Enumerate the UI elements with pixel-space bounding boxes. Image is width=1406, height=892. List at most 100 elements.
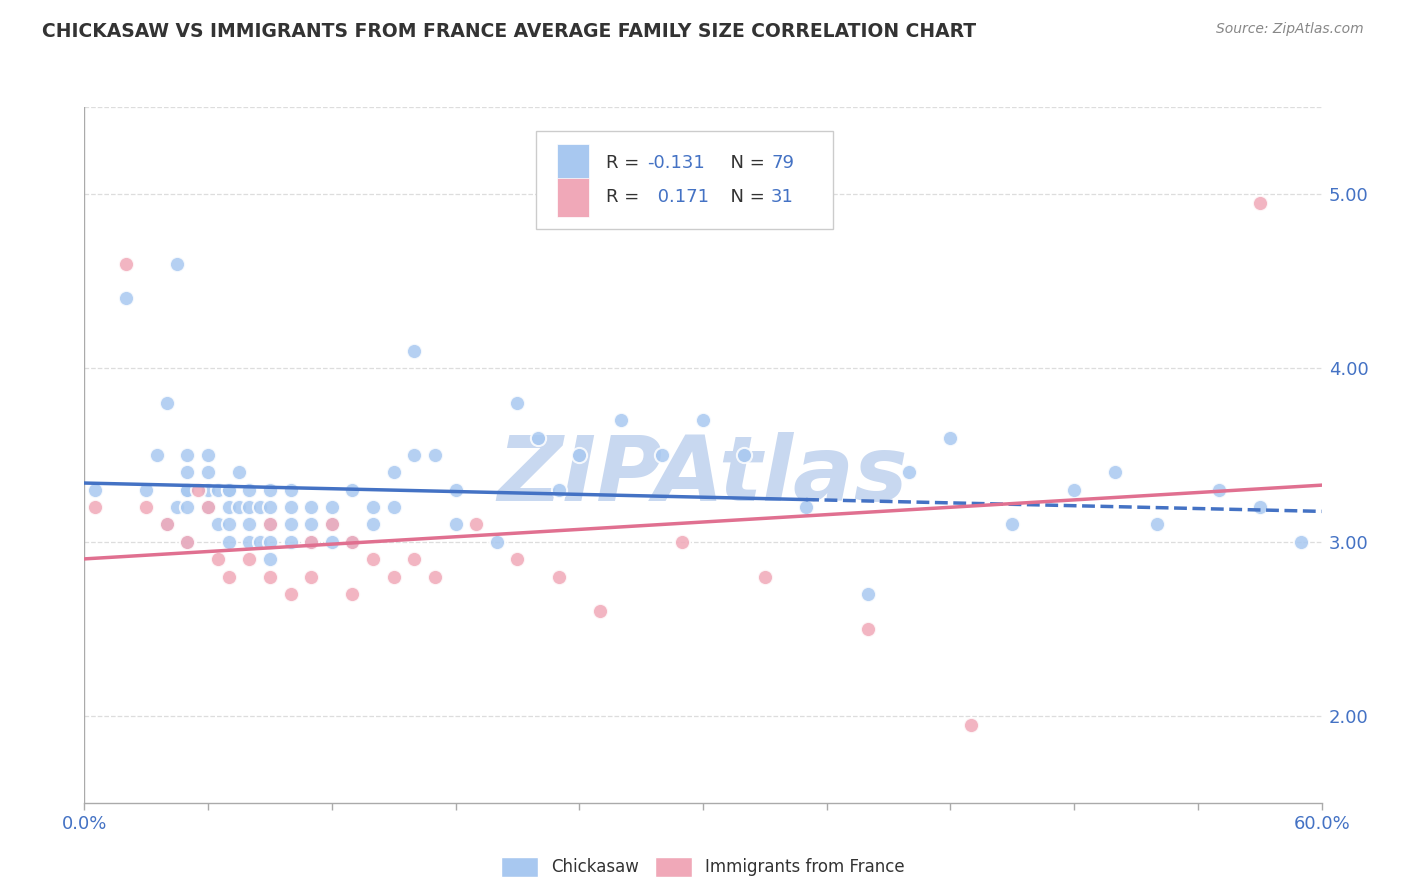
Point <box>114 257 136 271</box>
Point <box>280 587 302 601</box>
Point <box>259 517 281 532</box>
Point <box>671 535 693 549</box>
Text: R =: R = <box>606 153 645 171</box>
Point <box>547 483 569 497</box>
Point <box>404 343 426 358</box>
Point <box>609 413 631 427</box>
Point <box>176 483 198 497</box>
Point <box>218 535 240 549</box>
Point <box>197 500 219 514</box>
Point <box>960 717 983 731</box>
Point <box>83 500 105 514</box>
Point <box>651 448 673 462</box>
Point <box>238 500 260 514</box>
Point <box>321 517 343 532</box>
Point <box>361 517 384 532</box>
Point <box>238 483 260 497</box>
Point <box>423 448 446 462</box>
Point <box>321 500 343 514</box>
Point <box>238 552 260 566</box>
Text: R =: R = <box>606 188 645 206</box>
Bar <box>557 144 589 182</box>
Point <box>176 535 198 549</box>
Point <box>692 413 714 427</box>
Point <box>404 552 426 566</box>
Point <box>485 535 508 549</box>
Point <box>342 587 364 601</box>
Point <box>465 517 488 532</box>
Text: 0.171: 0.171 <box>652 188 709 206</box>
Point <box>135 483 157 497</box>
Point <box>321 535 343 549</box>
Point <box>589 605 612 619</box>
Point <box>218 500 240 514</box>
Point <box>321 517 343 532</box>
Point <box>898 466 921 480</box>
Point <box>527 431 550 445</box>
Point <box>218 483 240 497</box>
Point <box>733 448 755 462</box>
Point <box>228 466 250 480</box>
Point <box>218 483 240 497</box>
Point <box>1001 517 1024 532</box>
Text: -0.131: -0.131 <box>647 153 704 171</box>
Point <box>114 291 136 305</box>
Point <box>382 570 405 584</box>
Point <box>176 535 198 549</box>
Text: N =: N = <box>718 188 770 206</box>
Point <box>1289 535 1312 549</box>
Point <box>259 552 281 566</box>
FancyBboxPatch shape <box>536 131 832 229</box>
Point <box>218 517 240 532</box>
Point <box>1208 483 1230 497</box>
Point <box>382 466 405 480</box>
Point <box>1249 500 1271 514</box>
Legend: Chickasaw, Immigrants from France: Chickasaw, Immigrants from France <box>492 849 914 885</box>
Point <box>506 396 529 410</box>
Point <box>197 500 219 514</box>
Point <box>135 500 157 514</box>
Point <box>754 570 776 584</box>
Point <box>342 535 364 549</box>
Point <box>156 517 179 532</box>
Point <box>176 483 198 497</box>
Point <box>166 500 188 514</box>
Point <box>423 570 446 584</box>
Point <box>156 396 179 410</box>
Text: Source: ZipAtlas.com: Source: ZipAtlas.com <box>1216 22 1364 37</box>
Point <box>238 535 260 549</box>
Point <box>176 466 198 480</box>
Point <box>176 500 198 514</box>
Point <box>83 483 105 497</box>
Point <box>249 535 271 549</box>
Point <box>166 257 188 271</box>
Point <box>259 500 281 514</box>
Point <box>207 517 229 532</box>
Point <box>156 517 179 532</box>
Point <box>280 517 302 532</box>
Point <box>361 552 384 566</box>
Point <box>382 500 405 514</box>
Point <box>259 517 281 532</box>
Point <box>506 552 529 566</box>
Text: 31: 31 <box>770 188 794 206</box>
Point <box>794 500 817 514</box>
Point <box>299 535 322 549</box>
Point <box>444 483 467 497</box>
Point <box>280 500 302 514</box>
Text: ZIPAtlas: ZIPAtlas <box>498 432 908 520</box>
Point <box>299 535 322 549</box>
Point <box>207 483 229 497</box>
Point <box>1063 483 1085 497</box>
Point <box>176 448 198 462</box>
Point <box>187 483 209 497</box>
Point <box>299 517 322 532</box>
Point <box>197 483 219 497</box>
Point <box>568 448 591 462</box>
Point <box>280 483 302 497</box>
Point <box>299 570 322 584</box>
Point <box>1249 195 1271 210</box>
Point <box>361 500 384 514</box>
Point <box>342 483 364 497</box>
Text: 79: 79 <box>770 153 794 171</box>
